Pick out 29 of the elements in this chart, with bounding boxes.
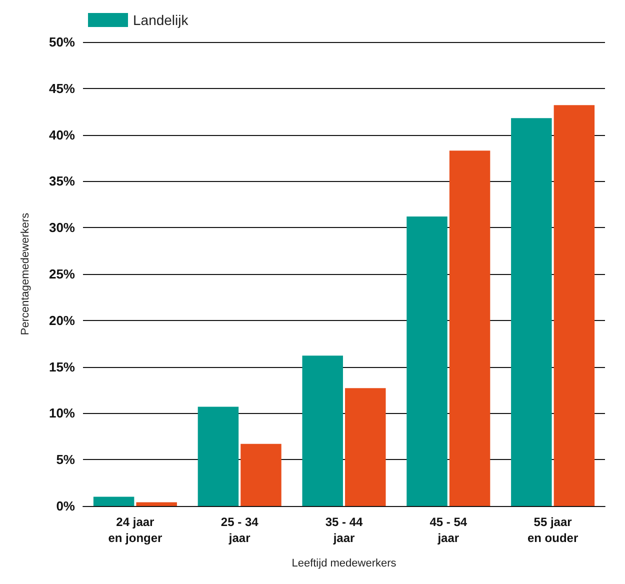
- y-tick-label: 30%: [48, 220, 76, 236]
- bar: [240, 444, 282, 506]
- x-tick-label: 24 jaar en jonger: [108, 515, 163, 545]
- y-tick-label: 15%: [48, 359, 76, 374]
- bar: [198, 406, 239, 506]
- bar: [136, 502, 177, 506]
- x-tick-label: 25 - 34 jaar: [220, 515, 259, 545]
- x-axis-title: Leeftijd medewerkers: [292, 558, 397, 570]
- y-axis-title: Percentagemedewerkers: [20, 212, 32, 336]
- y-tick-label: 35%: [48, 174, 76, 189]
- bar: [406, 216, 448, 506]
- y-tick-label: 20%: [48, 312, 76, 328]
- y-tick-label: 0%: [56, 498, 76, 514]
- bar: [554, 105, 595, 506]
- y-tick-label: 50%: [48, 34, 76, 50]
- bar: [345, 388, 386, 506]
- y-tick-label: 40%: [48, 127, 76, 142]
- x-tick-label: 55 jaar en ouder: [527, 515, 578, 545]
- y-tick-label: 45%: [48, 80, 76, 96]
- x-tick-label: 35 - 44 jaar: [325, 515, 364, 545]
- bar: [449, 150, 490, 506]
- y-tick-label: 10%: [48, 406, 76, 421]
- bar: [93, 496, 134, 506]
- y-tick-label: 5%: [56, 452, 76, 468]
- y-tick-label: 25%: [48, 266, 76, 282]
- x-tick-label: 45 - 54 jaar: [430, 515, 468, 545]
- legend-label: Landelijk: [133, 12, 190, 28]
- bar: [511, 118, 552, 506]
- bar: [302, 356, 343, 506]
